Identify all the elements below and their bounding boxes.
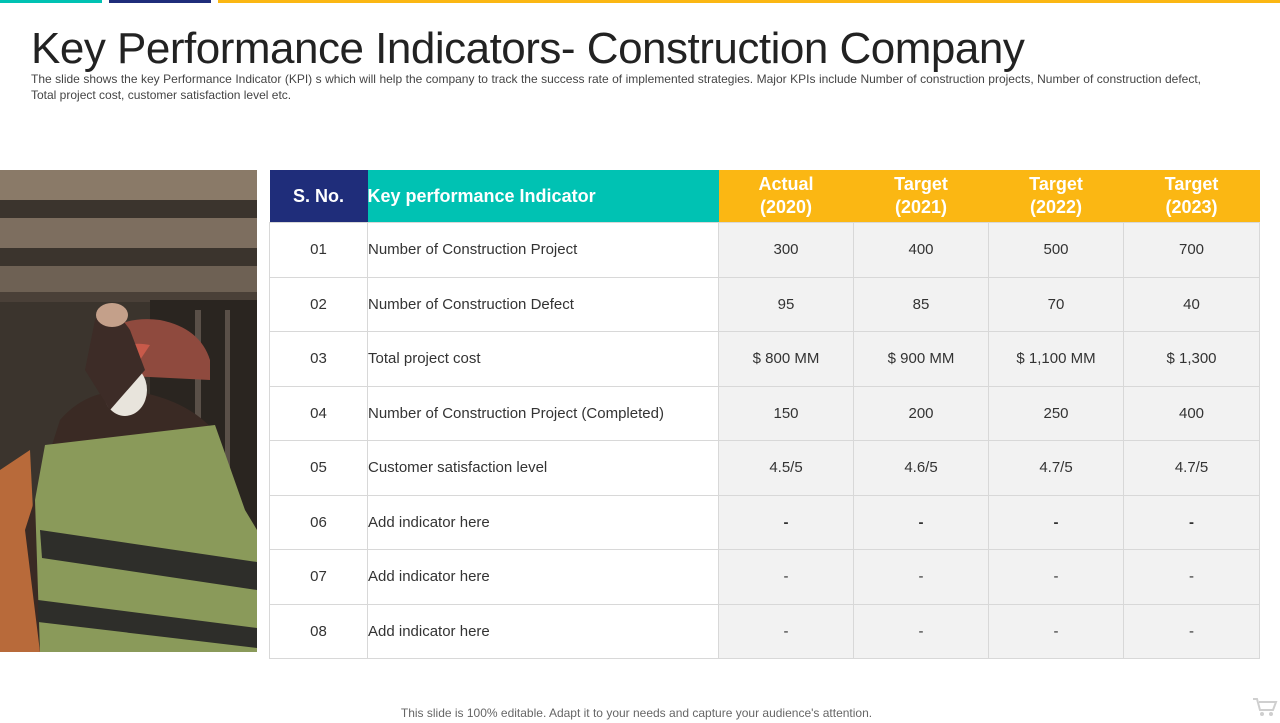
cart-icon <box>1252 696 1278 723</box>
cell-value: 4.7/5 <box>1123 440 1260 496</box>
table-row: 07 Add indicator here - - - - <box>269 549 1260 605</box>
cell-kpi: Total project cost <box>367 331 719 387</box>
cell-value: 4.7/5 <box>988 440 1124 496</box>
cell-kpi: Number of Construction Project (Complete… <box>367 385 719 441</box>
table-row: 01 Number of Construction Project 300 40… <box>269 222 1260 278</box>
table-row: 08 Add indicator here - - - - <box>269 603 1260 659</box>
cell-sno: 08 <box>269 603 368 659</box>
cell-kpi: Add indicator here <box>367 494 719 550</box>
cell-value: $ 800 MM <box>718 331 854 387</box>
cell-value: - <box>853 603 989 659</box>
cell-kpi: Add indicator here <box>367 549 719 605</box>
cell-value: 700 <box>1123 222 1260 278</box>
kpi-table: S. No. Key performance Indicator Actual(… <box>269 170 1260 659</box>
cell-value: - <box>1123 494 1260 550</box>
table-row: 04 Number of Construction Project (Compl… <box>269 385 1260 441</box>
cell-value: - <box>988 603 1124 659</box>
table-row: 03 Total project cost $ 800 MM $ 900 MM … <box>269 331 1260 387</box>
cell-value: - <box>988 549 1124 605</box>
cell-value: - <box>1123 603 1260 659</box>
cell-sno: 06 <box>269 494 368 550</box>
header-target-2021: Target (2021) <box>853 170 989 223</box>
cell-kpi: Number of Construction Defect <box>367 276 719 332</box>
table-row: 06 Add indicator here - - - - <box>269 494 1260 550</box>
cell-kpi: Customer satisfaction level <box>367 440 719 496</box>
cell-value: - <box>718 603 854 659</box>
cell-sno: 05 <box>269 440 368 496</box>
cell-value: 300 <box>718 222 854 278</box>
cell-sno: 02 <box>269 276 368 332</box>
cell-sno: 01 <box>269 222 368 278</box>
cell-value: - <box>718 494 854 550</box>
table-header-row: S. No. Key performance Indicator Actual(… <box>269 170 1260 223</box>
cell-value: 85 <box>853 276 989 332</box>
cell-value: 150 <box>718 385 854 441</box>
cell-value: 400 <box>1123 385 1260 441</box>
cell-value: 200 <box>853 385 989 441</box>
top-accent-yellow <box>218 0 1280 3</box>
header-target-2022: Target (2022) <box>988 170 1124 223</box>
header-sno: S. No. <box>269 170 368 223</box>
cell-sno: 04 <box>269 385 368 441</box>
table-row: 05 Customer satisfaction level 4.5/5 4.6… <box>269 440 1260 496</box>
page-title: Key Performance Indicators- Construction… <box>31 24 1025 73</box>
worker-image-icon <box>0 170 257 652</box>
cell-value: 70 <box>988 276 1124 332</box>
cell-value: - <box>718 549 854 605</box>
cell-kpi: Number of Construction Project <box>367 222 719 278</box>
header-kpi: Key performance Indicator <box>367 170 719 223</box>
cell-value: - <box>1123 549 1260 605</box>
footer-note: This slide is 100% editable. Adapt it to… <box>400 706 873 720</box>
cell-value: 95 <box>718 276 854 332</box>
cell-value: 40 <box>1123 276 1260 332</box>
cell-value: 4.5/5 <box>718 440 854 496</box>
header-actual-2020: Actual (2020) <box>718 170 854 223</box>
table-row: 02 Number of Construction Defect 95 85 7… <box>269 276 1260 332</box>
cell-kpi: Add indicator here <box>367 603 719 659</box>
top-accent-teal <box>0 0 102 3</box>
cell-sno: 03 <box>269 331 368 387</box>
cell-value: - <box>853 549 989 605</box>
construction-worker-photo <box>0 170 257 652</box>
cell-value: $ 1,300 <box>1123 331 1260 387</box>
cell-value: $ 1,100 MM <box>988 331 1124 387</box>
cell-value: 500 <box>988 222 1124 278</box>
cell-sno: 07 <box>269 549 368 605</box>
cell-value: - <box>853 494 989 550</box>
top-accent-navy <box>109 0 211 3</box>
header-target-2023: Target (2023) <box>1123 170 1260 223</box>
cell-value: $ 900 MM <box>853 331 989 387</box>
cell-value: 4.6/5 <box>853 440 989 496</box>
cell-value: 400 <box>853 222 989 278</box>
cell-value: 250 <box>988 385 1124 441</box>
page-subtitle: The slide shows the key Performance Indi… <box>31 72 1201 102</box>
cell-value: - <box>988 494 1124 550</box>
